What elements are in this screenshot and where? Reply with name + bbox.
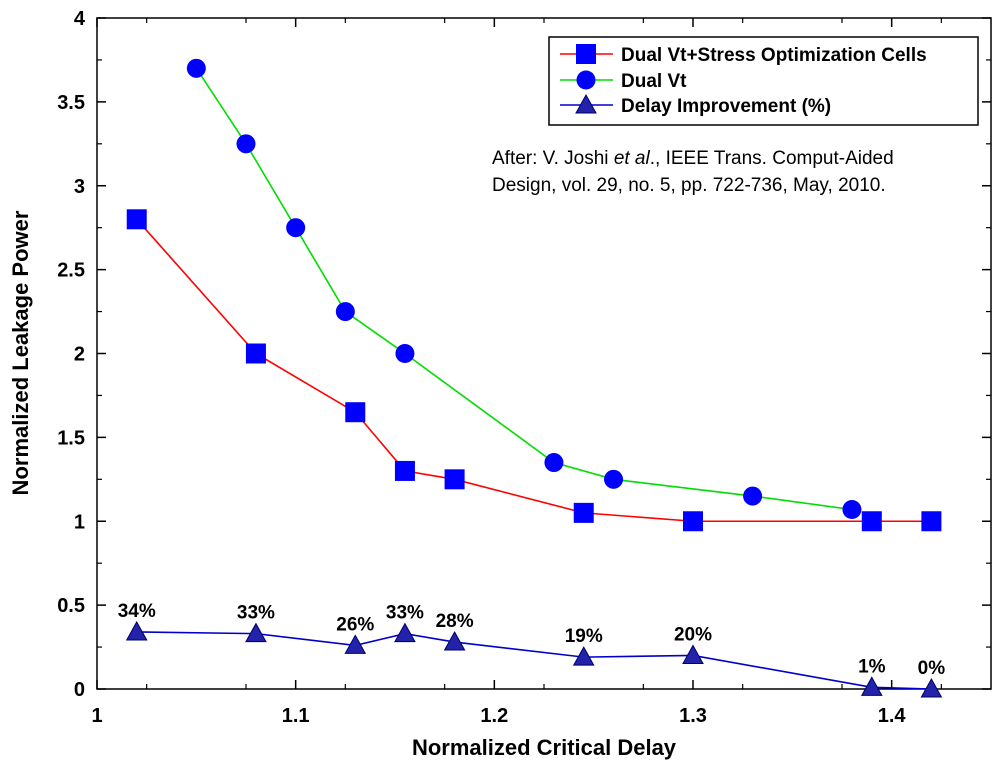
series-line-1 — [195, 67, 853, 511]
legend-marker-circle — [576, 70, 596, 90]
legend-marker-square — [576, 44, 596, 64]
data-point-square — [861, 511, 882, 532]
data-point-circle — [286, 218, 306, 238]
data-point-square — [683, 511, 703, 532]
data-point-circle — [236, 134, 256, 154]
y-tick-label: 0.5 — [57, 595, 85, 617]
x-tick-label: 1 — [91, 705, 102, 727]
data-label: 34% — [118, 601, 156, 622]
data-label: 26% — [336, 614, 374, 635]
data-label: 1% — [858, 656, 886, 677]
data-point-circle — [842, 500, 862, 520]
y-tick-label: 2.5 — [57, 260, 85, 282]
y-tick-label: 3.5 — [57, 92, 85, 114]
data-point-square — [921, 511, 942, 532]
x-tick-label: 1.4 — [878, 705, 907, 727]
legend-box — [548, 36, 979, 126]
y-tick-label: 0 — [74, 679, 85, 701]
legend-label-stress: Dual Vt+Stress Optimization Cells — [621, 45, 927, 66]
series-line-0 — [136, 218, 932, 523]
legend-label-dualvt: Dual Vt — [621, 71, 687, 92]
y-tick-label: 1.5 — [57, 427, 85, 449]
legend-marker-triangle — [575, 93, 597, 114]
data-point-square — [394, 460, 415, 481]
x-tick-label: 1.1 — [282, 705, 310, 727]
data-point-square — [444, 469, 465, 490]
legend: Dual Vt+Stress Optimization Cells Dual V… — [548, 36, 979, 126]
axis-ticks: 1 1.1 1.2 1.3 1.4 0 0.5 1 1.5 2 2.5 3 3.5 4 — [57, 8, 991, 727]
data-label: 33% — [386, 603, 424, 624]
y-tick-label: 3 — [74, 176, 85, 198]
data-point-triangle — [125, 620, 148, 641]
data-label: 0% — [918, 658, 946, 679]
citation-line-2: Design, vol. 29, no. 5, pp. 722-736, May… — [492, 175, 886, 196]
y-tick-label: 1 — [74, 511, 85, 533]
y-tick-label: 2 — [74, 344, 85, 366]
data-point-triangle — [920, 677, 943, 698]
y-axis-title: Normalized Leakage Power — [8, 210, 33, 495]
data-label: 28% — [436, 611, 474, 632]
citation-prefix: After: V. Joshi — [492, 148, 614, 169]
citation-suffix: ., IEEE Trans. Comput-Aided — [650, 148, 894, 169]
data-point-circle — [395, 344, 415, 363]
data-point-triangle — [682, 644, 704, 664]
data-point-square — [245, 343, 266, 364]
data-point-circle — [743, 486, 763, 506]
data-label: 33% — [237, 603, 275, 624]
data-label: 20% — [674, 624, 712, 645]
data-point-square — [573, 502, 594, 523]
x-tick-label: 1.2 — [480, 705, 508, 727]
data-point-triangle — [443, 631, 466, 651]
citation-line-1: After: V. Joshi et al., IEEE Trans. Comp… — [492, 148, 894, 169]
data-point-triangle — [245, 622, 267, 643]
citation-italic: et al — [614, 148, 651, 169]
series-layer — [125, 58, 943, 698]
x-tick-label: 1.3 — [679, 705, 707, 727]
data-point-square — [345, 402, 366, 423]
data-point-square — [126, 209, 147, 230]
data-point-circle — [544, 453, 564, 473]
data-point-circle — [335, 302, 355, 322]
legend-label-delay: Delay Improvement (%) — [621, 96, 831, 117]
y-tick-label: 4 — [74, 8, 86, 30]
data-point-triangle — [394, 622, 416, 643]
citation-annotation: After: V. Joshi et al., IEEE Trans. Comp… — [492, 148, 894, 196]
x-axis-title: Normalized Critical Delay — [412, 735, 677, 760]
data-labels: 34% 33% 26% 33% 28% 19% 20% 1% 0% — [118, 601, 946, 679]
data-point-circle — [186, 58, 206, 78]
data-point-triangle — [344, 634, 367, 654]
data-point-triangle — [860, 676, 883, 696]
data-point-circle — [604, 469, 624, 489]
data-point-triangle — [572, 646, 595, 666]
data-label: 19% — [565, 626, 603, 647]
